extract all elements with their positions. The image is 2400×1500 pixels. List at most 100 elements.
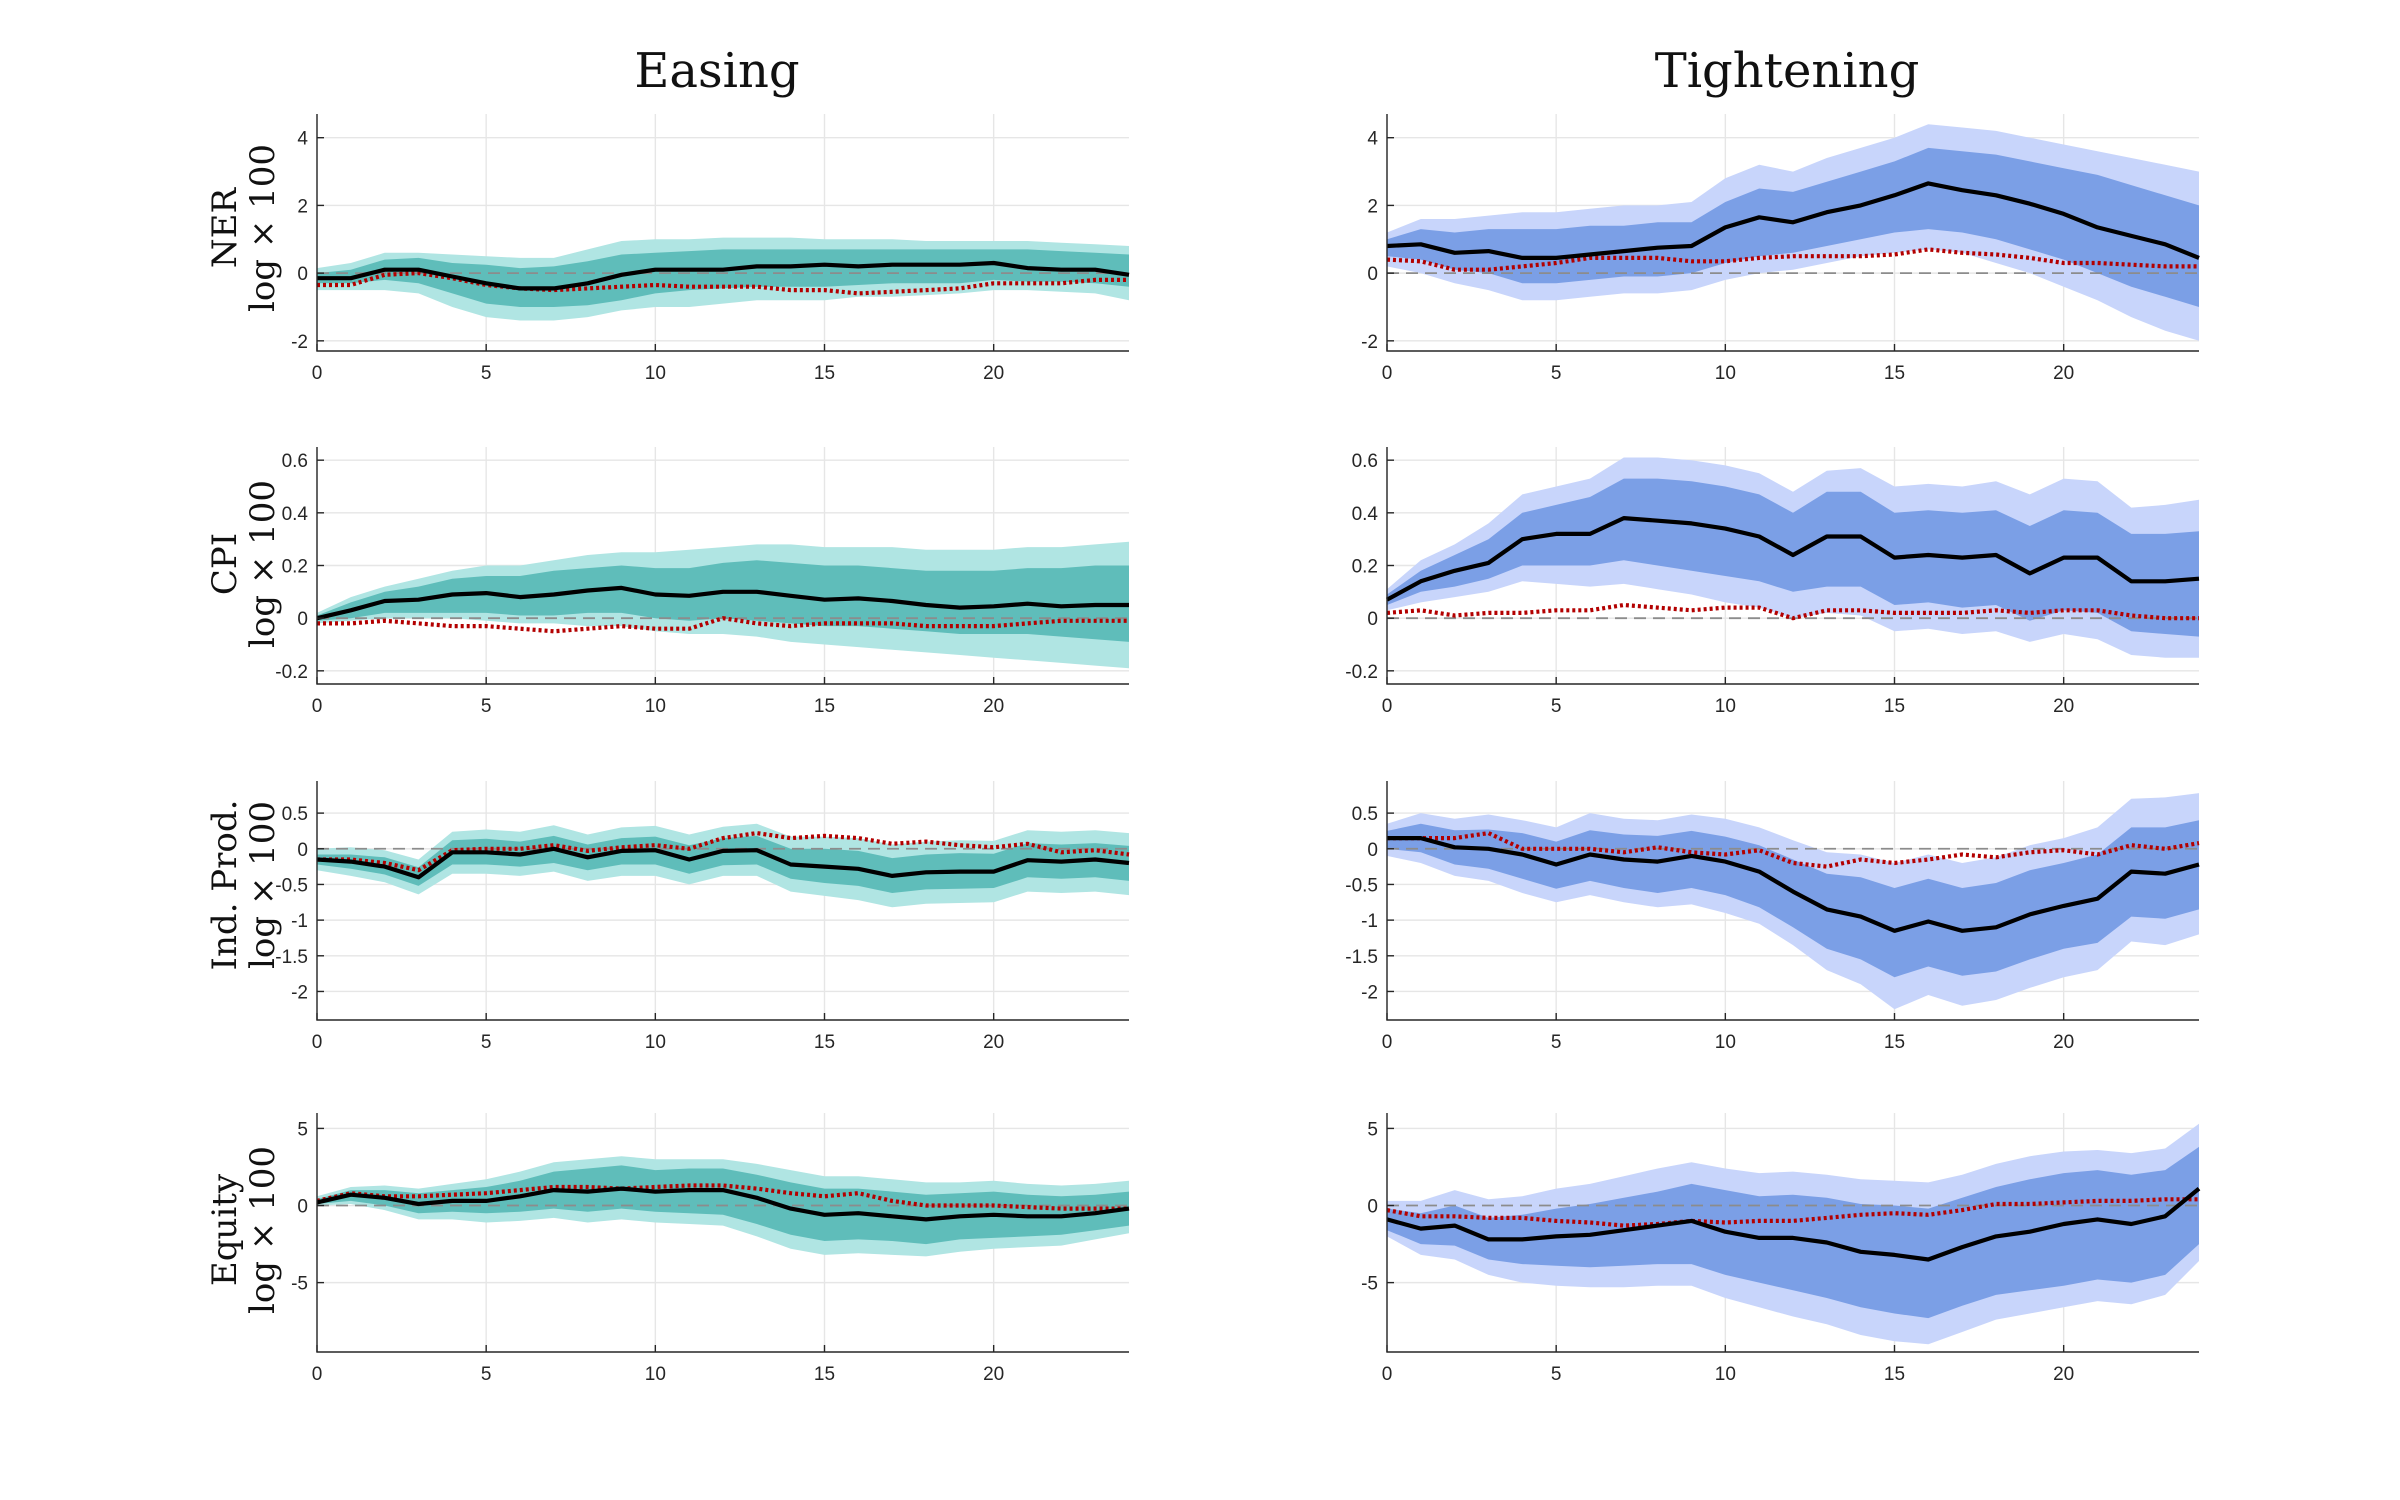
x-tick-label: 0 [1382,363,1393,384]
y-tick-label: 0 [1367,1197,1378,1218]
column-title-easing: Easing [634,43,799,99]
y-tick-label: -0.5 [275,875,308,896]
median-response-line-equity-easing [316,1186,1130,1222]
x-tick-label: 0 [1382,1032,1393,1053]
y-tick-label: -2 [1361,982,1378,1003]
y-tick-label: 0 [297,609,308,630]
median-response-line-indprod-tightening [1387,836,2200,933]
band-68-indprod-tightening [1387,820,2199,978]
x-tick-label: 5 [1551,696,1562,717]
y-tick-label: -5 [1361,1274,1378,1295]
panel-equity-tightening: 0 5 10 15 20 -5 0 5 [1361,1113,2201,1385]
median-response-line-equity-tightening [1386,1186,2201,1262]
y-tick-label: -2 [291,332,308,353]
axis-ner-easing [316,114,1129,352]
linear-response-line-cpi-easing [317,616,1129,634]
y-tick-label: 5 [1367,1119,1378,1140]
y-tick-label: 4 [1367,129,1378,150]
band-68-cpi-tightening [1387,478,2199,637]
linear-response-line-cpi-tightening [1386,602,2199,621]
panel-indprod-tightening: 0 5 10 15 20 -2 -1.5 -1 -0.5 0 0.5 [1345,781,2200,1053]
x-tick-label: 10 [1715,1364,1736,1385]
y-tick-label: -0.5 [1345,875,1378,896]
y-tick-label: 0.2 [1352,557,1378,578]
x-tick-label: 15 [814,363,835,384]
row-label-ind-prod: Ind. Prod. log × 100 [205,800,283,971]
linear-response-line-indprod-easing [317,831,1130,873]
band-68-indprod-easing [317,835,1129,893]
x-tick-label: 20 [2053,1032,2074,1053]
y-tick-label: -1.5 [1345,947,1378,968]
y-tick-label: 4 [297,129,308,150]
y-tick-label: -2 [1361,332,1378,353]
y-tick-label: 0 [297,264,308,285]
y-tick-label: 0.4 [1352,504,1379,525]
column-title-tightening: Tightening [1655,43,1920,99]
median-response-line-indprod-easing [316,846,1130,880]
x-tick-label: 0 [312,363,323,384]
row-label-equity-top: Equity [205,1173,245,1286]
x-tick-label: 5 [1551,1032,1562,1053]
y-tick-label: 0 [1367,840,1378,861]
x-tick-label: 10 [645,1364,666,1385]
y-tick-label: -0.2 [1345,662,1378,683]
y-tick-label: 0.5 [1352,804,1378,825]
x-tick-label: 15 [1884,696,1905,717]
band-68-ner-tightening [1387,147,2199,307]
panel-indprod-easing: 0 5 10 15 20 -2 -1.5 -1 -0.5 0 0.5 [275,781,1130,1053]
x-tick-label: 15 [1884,1364,1905,1385]
median-response-line-cpi-tightening [1385,516,2200,602]
y-tick-label: -1 [1361,911,1378,932]
x-tick-label: 0 [1382,1364,1393,1385]
x-tick-label: 5 [481,696,492,717]
x-tick-label: 10 [645,696,666,717]
x-tick-label: 10 [1715,1032,1736,1053]
x-tick-label: 0 [312,696,323,717]
y-tick-label: 0 [297,840,308,861]
x-tick-label: 15 [1884,1032,1905,1053]
panel-cpi-easing: 0 5 10 15 20-0.200.20.40.6 [275,447,1129,717]
linear-response-line-equity-easing [316,1183,1129,1211]
x-tick-label: 0 [312,1364,323,1385]
row-label-ner-bottom: log × 100 [243,144,283,312]
x-tick-label: 5 [481,1364,492,1385]
x-tick-label: 10 [645,363,666,384]
x-tick-label: 5 [1551,363,1562,384]
x-tick-label: 20 [2053,1364,2074,1385]
x-tick-label: 15 [1884,363,1905,384]
y-tick-label: -5 [291,1274,308,1295]
x-tick-label: 20 [2053,363,2074,384]
row-label-cpi-top: CPI [205,533,245,595]
x-tick-label: 20 [2053,696,2074,717]
linear-response-line-ner-easing [317,271,1129,296]
axis-indprod-easing [316,781,1129,1021]
x-tick-label: 20 [983,1032,1004,1053]
row-label-ind-prod-bottom: log × 100 [243,801,283,969]
x-tick-label: 10 [1715,696,1736,717]
row-label-cpi-bottom: log × 100 [243,480,283,648]
y-tick-label: -0.2 [275,662,308,683]
y-tick-label: -2 [291,982,308,1003]
y-tick-label: 0 [1367,609,1378,630]
y-tick-label: 0.2 [282,557,308,578]
band-68-equity-tightening [1387,1146,2199,1319]
row-label-ind-prod-top: Ind. Prod. [205,800,245,971]
y-tick-label: -1.5 [275,947,308,968]
x-tick-label: 20 [983,1364,1004,1385]
y-tick-label: 0 [1367,264,1378,285]
linear-response-line-equity-tightening [1386,1197,2199,1228]
row-label-ner-top: NER [205,187,245,269]
x-tick-label: 15 [814,1364,835,1385]
x-tick-label: 20 [983,363,1004,384]
y-tick-label: -1 [291,911,308,932]
row-label-equity-bottom: log × 100 [243,1146,283,1314]
median-response-line-ner-easing [317,260,1130,291]
x-tick-label: 20 [983,696,1004,717]
panel-cpi-tightening: 0 5 10 15 20-0.200.20.40.6 [1345,447,2200,717]
y-tick-label: 0.5 [282,804,308,825]
x-tick-label: 5 [1551,1364,1562,1385]
x-tick-label: 5 [481,363,492,384]
row-label-equity: Equity log × 100 [205,1146,283,1314]
